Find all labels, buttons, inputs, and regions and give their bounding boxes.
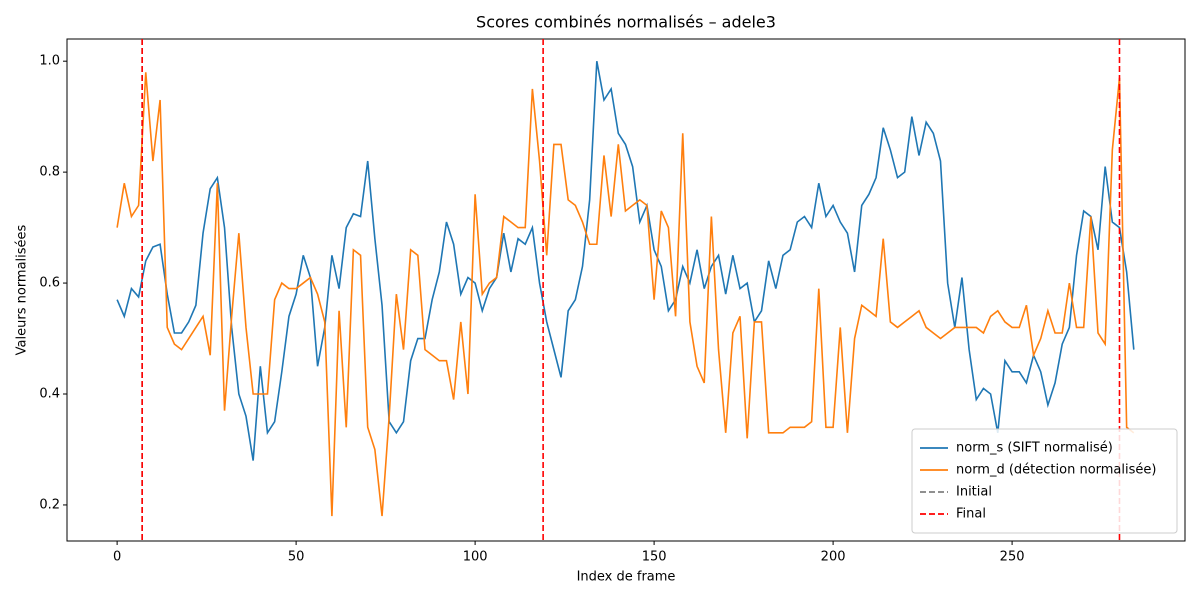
legend-label: Initial: [956, 485, 992, 500]
x-tick-label: 50: [288, 550, 305, 565]
legend-label: Final: [956, 507, 986, 522]
series-line: [116, 61, 1135, 461]
legend-label: norm_d (détection normalisée): [956, 463, 1156, 478]
legend-box: [911, 428, 1178, 534]
x-tick-label: 250: [1000, 550, 1025, 565]
y-tick-label: 0.6: [39, 276, 60, 291]
y-tick-label: 1.0: [39, 54, 60, 69]
x-tick-label: 0: [113, 550, 121, 565]
y-tick-label: 0.8: [39, 165, 60, 180]
x-tick-label: 200: [821, 550, 846, 565]
plot-area: [66, 38, 1186, 542]
y-tick-label: 0.2: [39, 497, 60, 512]
y-axis-label: Valeurs normalisées: [15, 224, 30, 355]
chart-title: Scores combinés normalisés – adele3: [476, 13, 776, 32]
legend: norm_s (SIFT normalisé) norm_d (détection…: [911, 428, 1178, 534]
x-tick-label: 100: [463, 550, 488, 565]
series-line: [116, 72, 1135, 517]
x-tick-label: 150: [642, 550, 667, 565]
legend-label: norm_s (SIFT normalisé): [956, 441, 1113, 456]
y-tick-label: 0.4: [39, 387, 60, 402]
x-axis-label: Index de frame: [577, 570, 676, 585]
